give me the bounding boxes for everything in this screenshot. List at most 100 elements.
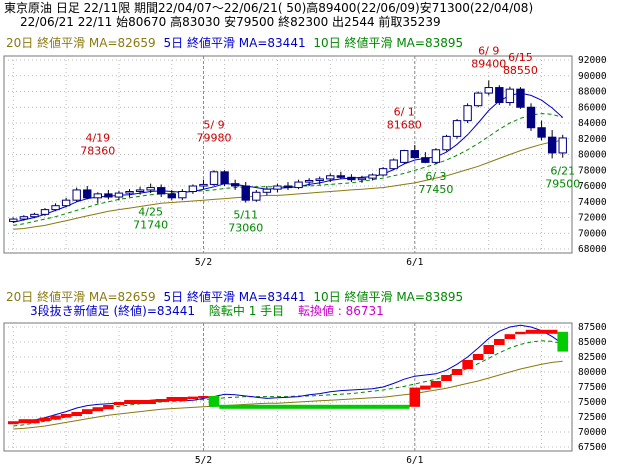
candle-body — [526, 106, 536, 129]
top-xtick-label: 5/2 — [195, 257, 212, 268]
renko-block — [430, 381, 442, 388]
candle-body — [378, 168, 388, 176]
renko-status: 3段抜き新値足 (終値)=83441 陰転中 1 手目 転換値 : 86731 — [30, 304, 384, 318]
renko-level-line — [18, 419, 40, 424]
candle-body — [230, 183, 240, 187]
top-ytick-label: 84000 — [578, 118, 607, 129]
bottom-ytick-label: 87500 — [578, 322, 607, 333]
bottom-ytick-label: 77500 — [578, 382, 607, 393]
top-ytick-label: 74000 — [578, 197, 607, 208]
candle-body — [209, 171, 219, 185]
top-ma10-line — [13, 113, 563, 226]
legend-top: 20日 終値平滑 MA=82659 5日 終値平滑 MA=83441 10日 終… — [6, 36, 463, 50]
candle-body — [252, 191, 261, 201]
legend-ma5-bottom: 5日 終値平滑 MA=83441 — [163, 290, 306, 304]
annotation-value: 73060 — [228, 222, 263, 235]
annotation-date: 4/19 — [85, 131, 110, 144]
bottom-ytick-label: 72500 — [578, 412, 607, 423]
annotation-date: 6/15 — [508, 51, 533, 64]
top-ytick-label: 70000 — [578, 228, 607, 239]
top-ma5-line — [13, 92, 564, 223]
renko-level-line — [525, 329, 558, 334]
kagi-label: 3段抜き新値足 (終値)=83441 — [30, 304, 196, 318]
candle-body — [135, 189, 145, 193]
candle-body — [357, 177, 367, 181]
bottom-ytick-label: 67500 — [578, 442, 607, 453]
bottom-xtick-label: 6/1 — [406, 455, 423, 466]
candle-body — [484, 87, 493, 94]
annotation-date: 6/ 3 — [425, 170, 446, 183]
bottom-ma10-line — [13, 340, 563, 427]
top-ytick-label: 78000 — [578, 165, 607, 176]
legend-ma20: 20日 終値平滑 MA=82659 — [6, 36, 156, 50]
candle-body — [326, 175, 335, 180]
renko-block — [39, 417, 51, 422]
annotation-date: 6/ 1 — [394, 105, 415, 118]
candle-body — [537, 127, 546, 138]
candle-body — [262, 188, 272, 193]
header-line-2: 22/06/21 22/11 始80670 高83030 安79500 終823… — [20, 15, 441, 29]
top-ytick-label: 80000 — [578, 150, 607, 161]
top-ytick-label: 86000 — [578, 102, 607, 113]
candle-body — [294, 181, 303, 189]
candle-body — [83, 189, 92, 199]
annotation-date: 4/25 — [138, 205, 163, 218]
candle-body — [61, 199, 71, 207]
candle-body — [421, 157, 430, 163]
top-ytick-label: 92000 — [578, 55, 607, 66]
renko-block — [557, 331, 568, 352]
annotation-value: 77450 — [418, 183, 453, 196]
renko-block — [494, 339, 505, 345]
renko-block — [409, 387, 421, 407]
renko-level-line — [166, 397, 188, 401]
renko-level-line — [420, 385, 431, 390]
candle-body — [410, 150, 419, 159]
candle-body — [93, 193, 103, 199]
renko-block — [462, 360, 473, 369]
top-ma20-line — [13, 139, 563, 230]
candle-body — [167, 193, 176, 199]
legend-ma10: 10日 終値平滑 MA=83895 — [313, 36, 464, 50]
legend-bottom: 20日 終値平滑 MA=82659 5日 終値平滑 MA=83441 10日 終… — [6, 290, 463, 304]
renko-block — [515, 331, 526, 335]
legend-ma10-bottom: 10日 終値平滑 MA=83895 — [313, 290, 464, 304]
candle-body — [368, 174, 377, 179]
bottom-ma5-line — [13, 324, 563, 425]
renko-block — [472, 354, 484, 360]
conv-label: 転換値 : 86731 — [297, 304, 384, 318]
annotation-date: 5/ 9 — [203, 119, 224, 132]
candle-body — [199, 183, 208, 187]
candle-body — [72, 189, 81, 201]
renko-block — [187, 396, 199, 399]
candle-body — [452, 120, 462, 137]
header-line-1: 東京原油 日足 22/11限 期間22/04/07～22/06/21( 50)高… — [4, 1, 534, 15]
status-label: 陰転中 1 手目 — [208, 304, 285, 318]
candle-body — [220, 171, 229, 185]
candle-body — [558, 137, 567, 154]
legend-ma5: 5日 終値平滑 MA=83441 — [163, 36, 306, 50]
candle-body — [273, 185, 282, 190]
top-ytick-label: 88000 — [578, 87, 607, 98]
candle-body — [473, 92, 483, 107]
candle-body — [400, 150, 409, 163]
candle-body — [283, 185, 293, 189]
candle-body — [178, 191, 187, 199]
bottom-ytick-label: 80000 — [578, 367, 607, 378]
candle-body — [19, 216, 29, 220]
renko-level-line — [219, 404, 410, 409]
candle-body — [304, 179, 314, 183]
renko-block — [8, 421, 19, 425]
candle-body — [40, 209, 50, 215]
top-ytick-label: 90000 — [578, 71, 607, 82]
annotation-value: 79500 — [545, 177, 580, 190]
renko-block — [103, 405, 114, 410]
annotation-value: 81680 — [387, 118, 422, 131]
candle-body — [347, 176, 356, 181]
bottom-ma20-line — [13, 360, 563, 430]
annotation-date: 6/21 — [550, 164, 575, 177]
candle-body — [51, 205, 60, 211]
candle-body — [442, 135, 451, 151]
renko-level-line — [50, 415, 61, 420]
